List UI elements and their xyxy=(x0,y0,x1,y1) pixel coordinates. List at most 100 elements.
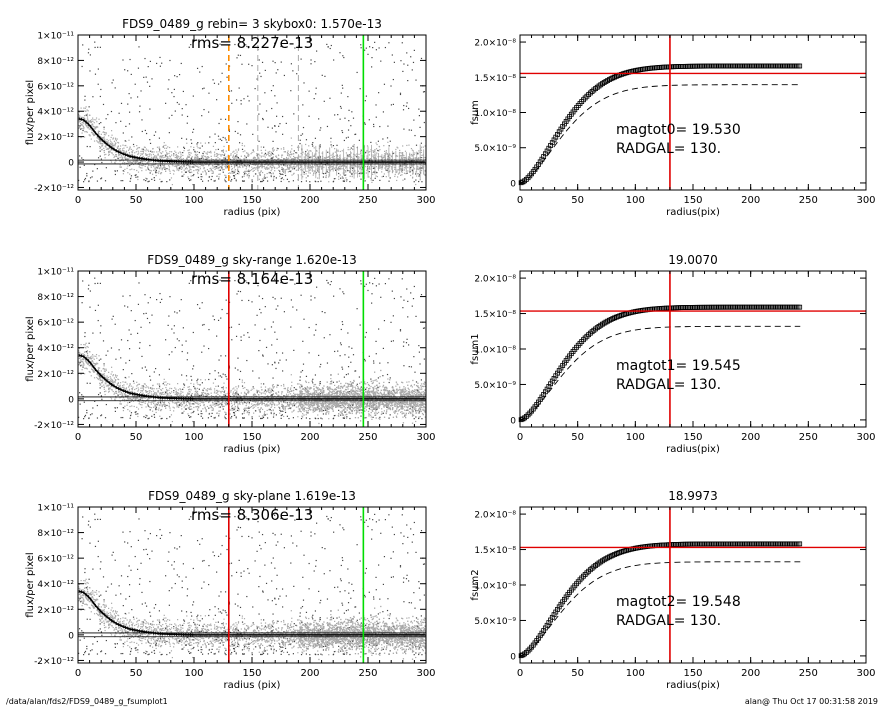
pixel-point xyxy=(272,165,274,167)
pixel-point xyxy=(303,156,305,158)
pixel-point xyxy=(338,402,340,404)
pixel-point xyxy=(164,167,167,169)
outlier-point xyxy=(192,131,194,133)
pixel-point xyxy=(238,402,240,404)
outlier-point xyxy=(89,70,91,72)
pixel-point xyxy=(205,172,208,174)
outlier-point xyxy=(320,180,322,182)
pixel-point xyxy=(150,403,152,405)
outlier-point xyxy=(262,117,264,120)
outlier-point xyxy=(347,129,350,131)
pixel-point xyxy=(385,166,388,168)
pixel-point xyxy=(353,392,355,394)
pixel-point xyxy=(153,401,155,403)
pixel-point xyxy=(153,164,155,166)
pixel-point xyxy=(313,170,315,172)
pixel-point xyxy=(251,388,253,390)
pixel-point xyxy=(401,174,403,176)
pixel-point xyxy=(276,386,278,388)
pixel-point xyxy=(351,174,353,176)
pixel-point xyxy=(227,172,230,174)
pixel-point xyxy=(266,176,268,178)
pixel-point xyxy=(295,403,297,405)
pixel-point xyxy=(138,147,141,149)
pixel-point xyxy=(310,166,312,168)
outlier-point xyxy=(330,144,332,146)
pixel-point xyxy=(299,403,301,405)
outlier-point xyxy=(364,180,366,182)
pixel-point xyxy=(164,156,166,158)
pixel-point xyxy=(250,169,253,171)
pixel-point xyxy=(108,142,110,144)
pixel-point xyxy=(197,158,199,160)
pixel-point xyxy=(129,146,131,148)
pixel-point xyxy=(130,177,132,179)
pixel-point xyxy=(312,411,314,413)
pixel-point xyxy=(420,158,422,161)
pixel-point xyxy=(356,403,359,405)
pixel-point xyxy=(150,407,152,409)
outlier-point xyxy=(308,115,310,117)
pixel-point xyxy=(286,168,288,170)
pixel-point xyxy=(371,418,373,420)
outlier-point xyxy=(200,173,202,175)
pixel-point xyxy=(272,149,274,151)
outlier-point xyxy=(349,180,351,183)
pixel-point xyxy=(165,144,167,146)
pixel-point xyxy=(214,168,216,170)
pixel-point xyxy=(170,154,173,156)
outlier-point xyxy=(372,46,374,49)
pixel-point xyxy=(344,174,346,176)
pixel-point xyxy=(124,381,126,383)
pixel-point xyxy=(78,121,81,123)
pixel-point xyxy=(329,165,332,167)
outlier-point xyxy=(221,72,223,74)
pixel-point xyxy=(326,156,328,158)
pixel-point xyxy=(114,145,116,147)
pixel-point xyxy=(186,379,188,381)
outlier-point xyxy=(300,181,303,183)
pixel-point xyxy=(115,376,117,378)
pixel-point xyxy=(291,411,293,413)
pixel-point xyxy=(87,127,89,129)
outlier-point xyxy=(120,120,122,122)
pixel-point xyxy=(241,381,243,383)
pixel-point xyxy=(306,157,308,159)
pixel-point xyxy=(216,166,218,168)
pixel-point xyxy=(354,399,356,401)
pixel-point xyxy=(153,161,155,163)
outlier-point xyxy=(91,176,93,178)
outlier-point xyxy=(281,115,284,118)
pixel-point xyxy=(172,402,174,404)
pixel-point xyxy=(231,169,233,171)
outlier-point xyxy=(305,139,308,141)
pixel-point xyxy=(266,172,268,175)
outlier-point xyxy=(217,135,220,137)
pixel-point xyxy=(122,156,124,158)
pixel-point xyxy=(385,176,387,178)
pixel-point xyxy=(190,152,192,154)
outlier-point xyxy=(266,180,269,182)
pixel-point xyxy=(403,169,406,171)
outlier-point xyxy=(181,137,183,139)
pixel-point xyxy=(386,390,389,392)
pixel-point xyxy=(424,157,426,159)
pixel-point xyxy=(400,152,402,154)
pixel-point xyxy=(245,168,247,170)
pixel-point xyxy=(115,138,117,140)
pixel-point xyxy=(87,120,89,122)
outlier-point xyxy=(322,173,325,175)
pixel-point xyxy=(218,167,220,169)
pixel-point xyxy=(253,162,255,165)
pixel-point xyxy=(280,164,282,166)
pixel-point xyxy=(272,173,274,175)
pixel-point xyxy=(288,168,290,170)
pixel-point xyxy=(195,153,197,155)
pixel-point xyxy=(245,172,247,175)
outlier-point xyxy=(202,152,204,155)
outlier-point xyxy=(248,170,250,173)
x-axis-label: radius (pix) xyxy=(224,207,281,218)
outlier-point xyxy=(181,108,183,110)
pixel-point xyxy=(349,149,351,151)
pixel-point xyxy=(169,392,172,395)
